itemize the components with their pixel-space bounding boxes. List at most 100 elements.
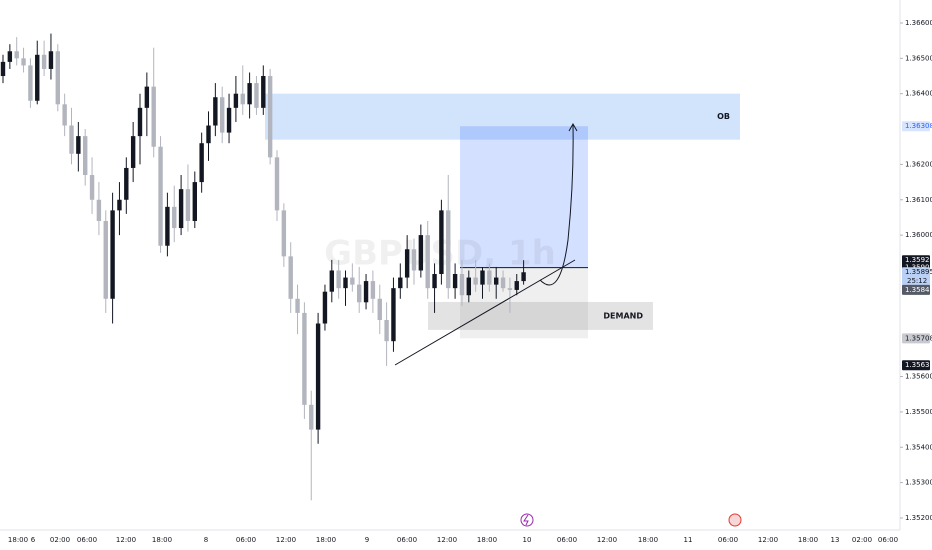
x-tick-label: 6 — [31, 536, 36, 544]
candle-body — [62, 104, 67, 126]
x-tick-label: 12:00 — [276, 536, 296, 544]
price-tag-label: 1.35895 — [905, 268, 932, 276]
candle-body — [432, 274, 437, 289]
candle-body — [466, 277, 471, 296]
candle-body — [439, 210, 444, 275]
candle-body — [41, 54, 47, 69]
price-tag — [902, 360, 930, 371]
candle-body — [172, 206, 177, 229]
x-tick-label: 06:00 — [236, 536, 256, 544]
zone — [428, 301, 653, 330]
candle-body — [411, 249, 417, 271]
x-tick-label: 10 — [523, 536, 532, 544]
candle-body — [7, 51, 13, 62]
candle-body — [514, 281, 519, 290]
candle-body — [137, 107, 143, 137]
candle-body — [192, 182, 197, 221]
y-tick-label: 1.35600 — [905, 373, 932, 381]
price-tag-label: 1.35845 — [905, 286, 932, 294]
y-tick-label: 1.36100 — [905, 196, 932, 204]
candle-body — [452, 274, 458, 289]
x-tick-label: 12:00 — [437, 536, 457, 544]
x-tick-label: 06:00 — [77, 536, 97, 544]
candle-body — [247, 83, 252, 105]
zone — [265, 93, 740, 140]
price-tag — [902, 284, 930, 295]
candle-body — [158, 146, 163, 246]
candle-body — [398, 277, 403, 289]
candle-body — [391, 288, 396, 342]
candle-body — [89, 175, 95, 200]
candle-body — [130, 136, 136, 168]
candle-body — [151, 86, 156, 147]
x-tick-label: 18:00 — [316, 536, 336, 544]
x-tick-label: 12:00 — [758, 536, 778, 544]
candle-body — [178, 189, 184, 229]
projection-arrow — [568, 122, 578, 132]
x-tick-label: 02:00 — [852, 536, 872, 544]
candle-body — [69, 125, 74, 154]
event-icon[interactable] — [728, 513, 742, 527]
candle-body — [377, 298, 382, 320]
x-tick-label: 9 — [365, 536, 369, 544]
candle-body — [254, 83, 259, 108]
candle-body — [96, 199, 102, 221]
y-tick-label: 1.35200 — [905, 514, 932, 522]
candle-body — [14, 51, 19, 59]
y-tick-label: 1.36000 — [905, 231, 932, 239]
candle-body — [315, 323, 321, 430]
x-tick-label: 02:00 — [50, 536, 70, 544]
candle-body — [83, 136, 88, 176]
x-tick-label: 18:00 — [798, 536, 818, 544]
candle-body — [124, 167, 129, 200]
zone-label: OB — [717, 112, 730, 121]
y-tick-label: 1.36200 — [905, 160, 932, 168]
candle-body — [240, 93, 245, 105]
candle-body — [370, 281, 376, 299]
candle-body — [185, 189, 191, 221]
candle-body — [494, 277, 499, 285]
candle-body — [343, 277, 348, 289]
candle-body — [295, 298, 300, 313]
price-tag — [902, 333, 930, 344]
x-tick-label: 18:00 — [8, 536, 28, 544]
y-tick-label: 1.36600 — [905, 19, 932, 27]
price-tag-label: 1.35929 — [905, 256, 932, 264]
event-icon[interactable] — [520, 513, 534, 527]
candle-body — [55, 51, 60, 105]
x-tick-label: 13 — [831, 536, 840, 544]
candle-body — [473, 277, 478, 285]
candle-body — [336, 270, 341, 289]
candle-body — [480, 270, 485, 285]
candle-body — [459, 274, 465, 296]
candle-body — [35, 54, 40, 101]
candle-body — [302, 312, 307, 405]
candle-body — [206, 125, 211, 144]
x-tick-label: 11 — [684, 536, 693, 544]
position-target — [460, 126, 588, 268]
y-tick-label: 1.36500 — [905, 54, 932, 62]
candle-body — [446, 210, 451, 289]
x-tick-label: 18:00 — [152, 536, 172, 544]
price-tag-label: 1.35708 — [905, 334, 932, 342]
candle-body — [363, 281, 369, 303]
candle-body — [0, 61, 6, 77]
candle-body — [521, 272, 526, 282]
candle-body — [350, 277, 355, 285]
x-tick-label: 12:00 — [597, 536, 617, 544]
x-tick-label: 18:00 — [477, 536, 497, 544]
candle-body — [288, 256, 293, 299]
candle-body — [425, 235, 430, 289]
candle-body — [322, 291, 328, 324]
candle-body — [76, 136, 81, 154]
x-tick-label: 06:00 — [557, 536, 577, 544]
candle-body — [384, 319, 389, 342]
price-tag-label: 1.36308 — [905, 122, 932, 130]
candle-body — [28, 65, 33, 101]
x-tick-label: 06:00 — [397, 536, 417, 544]
candle-body — [357, 284, 362, 303]
candle-body — [309, 404, 314, 430]
x-tick-label: 06:00 — [878, 536, 898, 544]
candle-body — [144, 86, 150, 108]
